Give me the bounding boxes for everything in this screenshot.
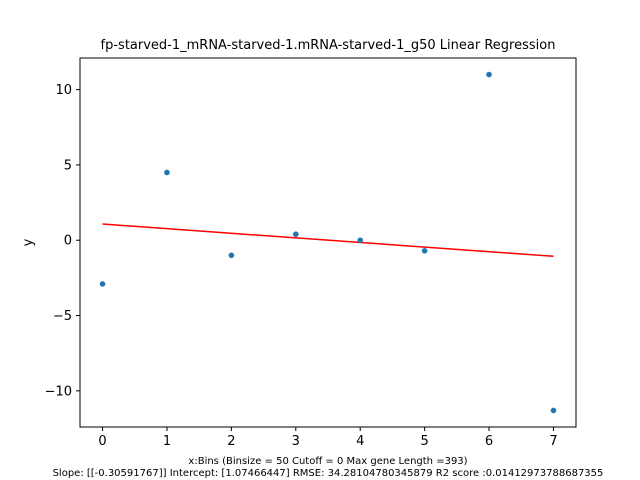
data-point	[550, 407, 557, 414]
y-tick-label: 0	[64, 234, 72, 249]
y-tick-label: −10	[45, 384, 72, 399]
regression-line	[102, 223, 554, 258]
data-point	[228, 252, 235, 259]
x-tick-label: 4	[356, 434, 364, 449]
y-axis-label: y	[21, 238, 36, 246]
x-tick-label: 1	[163, 434, 171, 449]
data-point	[99, 281, 106, 287]
x-tick-label: 5	[420, 434, 428, 449]
x-tick-label: 0	[98, 434, 106, 449]
plot-frame	[79, 57, 577, 428]
data-point	[486, 71, 492, 78]
data-point	[292, 231, 299, 238]
y-tick-label: 10	[55, 83, 72, 98]
x-axis-label: x:Bins (Binsize = 50 Cutoff = 0 Max gene…	[188, 456, 467, 467]
chart-title: fp-starved-1_mRNA-starved-1.mRNA-starved…	[101, 38, 556, 53]
data-point	[164, 169, 170, 176]
x-tick-label: 6	[485, 434, 493, 449]
y-tick-label: −5	[53, 309, 72, 324]
y-tick-label: 5	[64, 158, 72, 173]
y-axis-ticks: −10 −5 0 5 10	[45, 83, 80, 399]
x-tick-label: 2	[227, 434, 235, 449]
regression-stats-label: Slope: [[-0.30591767]] Intercept: [1.074…	[53, 468, 604, 479]
plot-area	[99, 71, 557, 414]
x-axis-ticks: 0 1 2 3 4 5 6 7	[98, 427, 558, 449]
data-point	[421, 247, 428, 254]
data-point	[357, 237, 364, 244]
x-tick-label: 7	[549, 434, 557, 449]
x-tick-label: 3	[292, 434, 300, 449]
